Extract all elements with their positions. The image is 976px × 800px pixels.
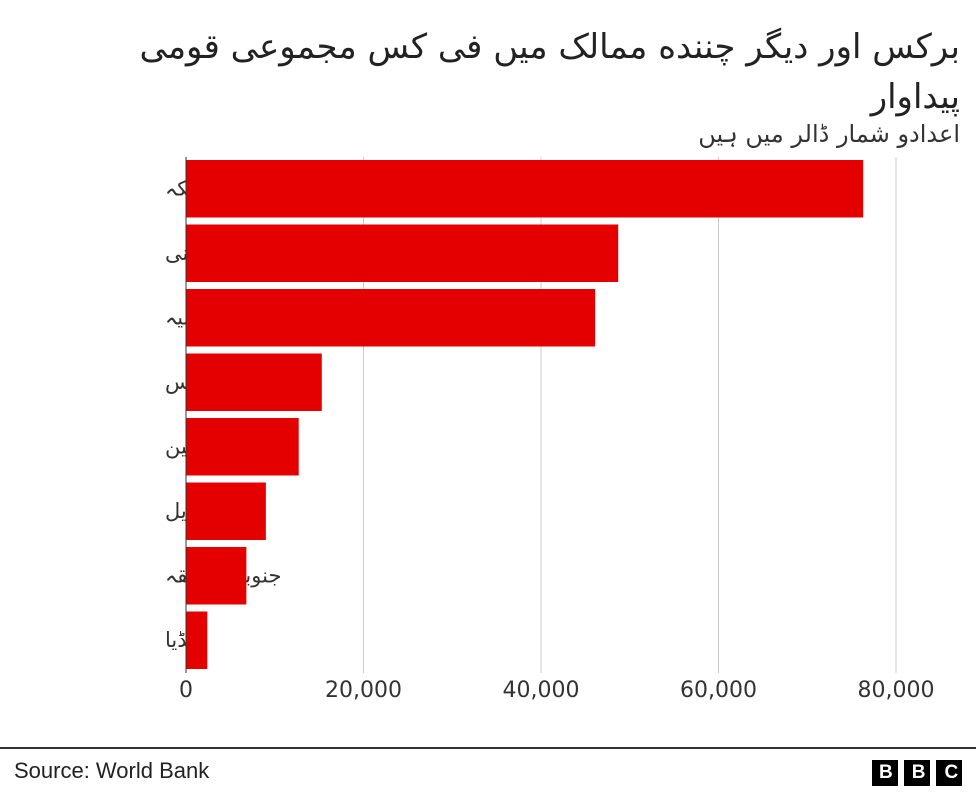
x-tick-label: 0 (179, 678, 193, 703)
bar (186, 289, 596, 347)
x-tick-label: 40,000 (503, 678, 580, 703)
bar (186, 547, 247, 605)
chart: 020,00040,00060,00080,000امریکہجرمنیبرطا… (165, 157, 935, 703)
bar (186, 224, 619, 282)
x-tick-label: 80,000 (858, 678, 935, 703)
source: Source: World Bank (14, 758, 210, 783)
bar (186, 160, 864, 218)
x-tick-label: 20,000 (325, 678, 402, 703)
bar (186, 611, 208, 669)
chart-title: برکس اور دیگر چننده ممالک میں فی کس مجمو… (139, 27, 960, 117)
logo: BBC (879, 762, 976, 783)
x-tick-label: 60,000 (680, 678, 757, 703)
footer-rule (0, 747, 976, 749)
bar (186, 482, 266, 540)
logo-box (936, 760, 962, 786)
chart-subtitle: اعدادو شمار ڈالر میں ہیں (698, 120, 960, 148)
bar (186, 418, 299, 476)
bar (186, 353, 322, 411)
logo-box (872, 760, 898, 786)
logo-box (904, 760, 930, 786)
